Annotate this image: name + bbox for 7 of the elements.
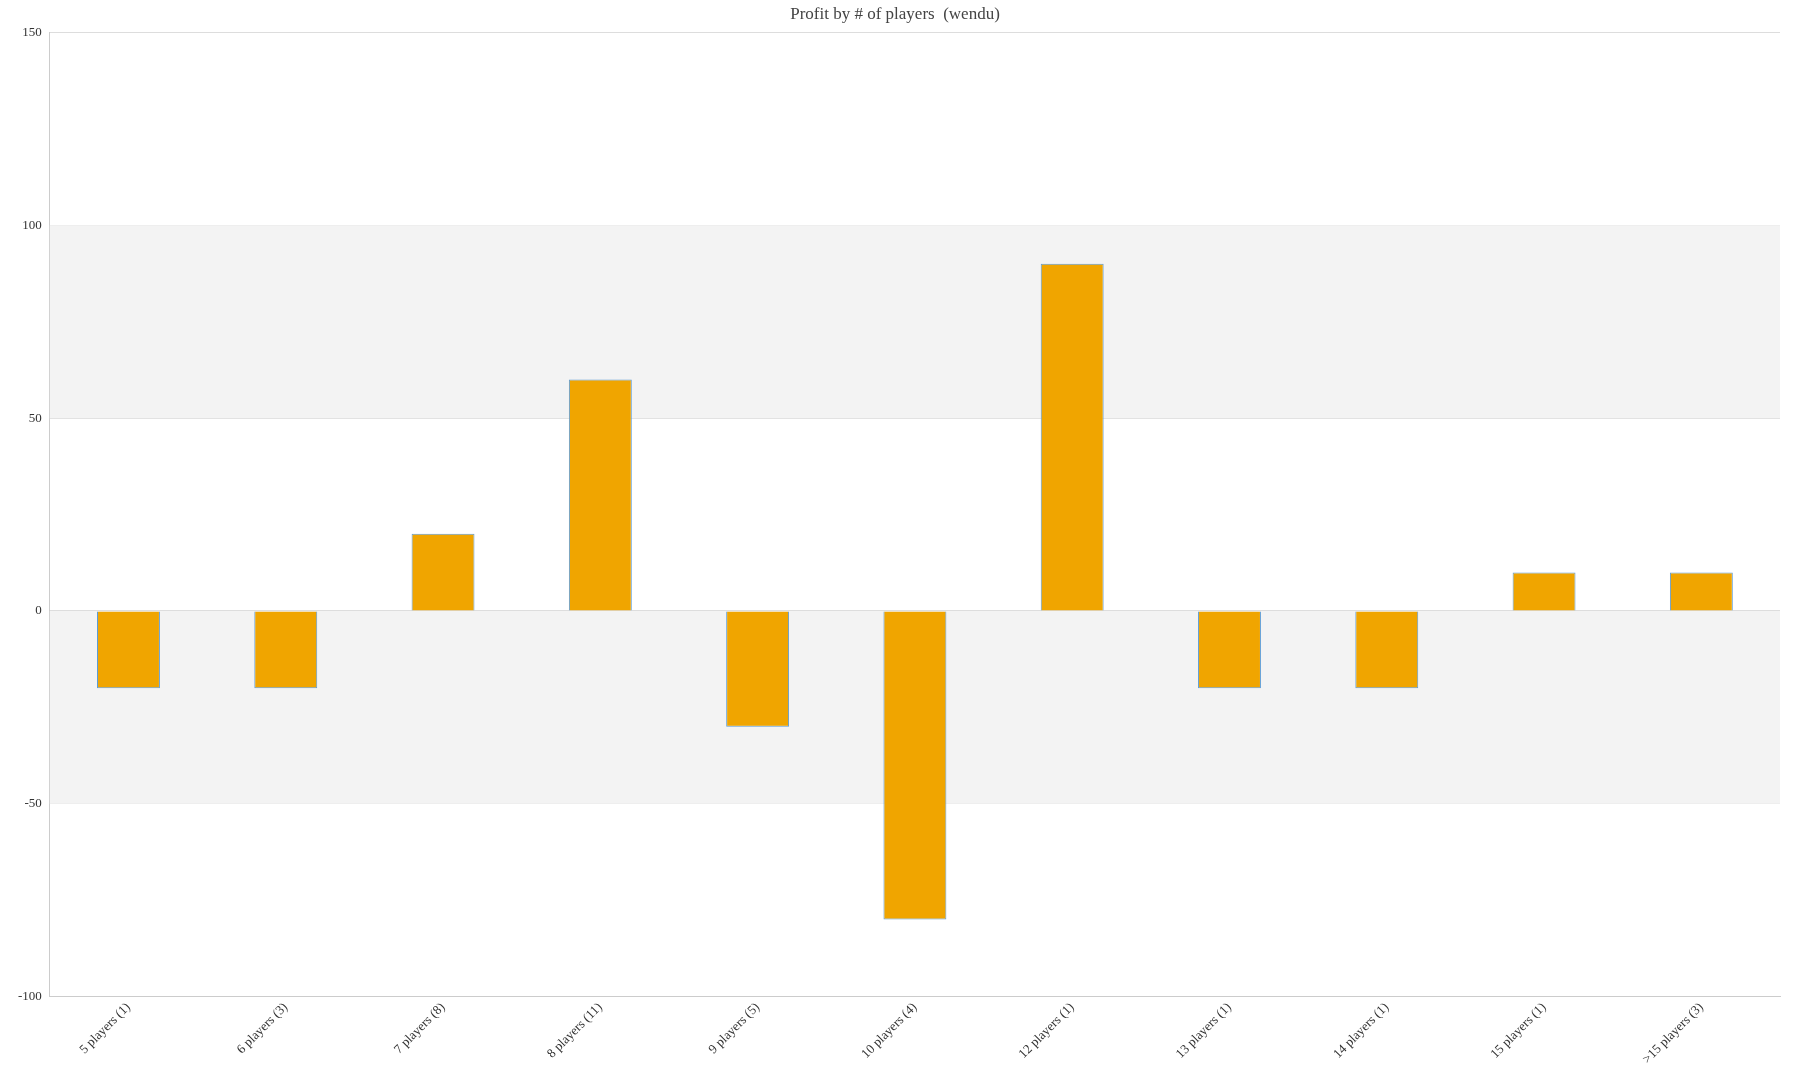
y-tick-label: -100 (17, 988, 42, 1004)
y-tick-label: 0 (35, 602, 42, 618)
y-tick-label: 100 (22, 216, 42, 232)
y-tick-label: -50 (24, 795, 42, 811)
y-tick-label: 50 (28, 409, 42, 425)
y-tick-label: 150 (22, 23, 42, 39)
chart-title: Profit by # of players (wendu) (790, 3, 1000, 23)
